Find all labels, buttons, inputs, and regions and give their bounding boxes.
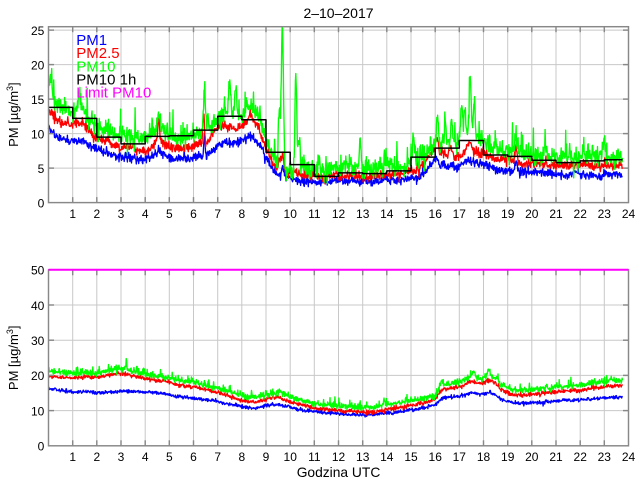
svg-text:2: 2 xyxy=(93,450,100,464)
svg-text:1: 1 xyxy=(69,450,76,464)
svg-text:10: 10 xyxy=(284,450,298,464)
svg-text:20: 20 xyxy=(525,450,539,464)
svg-text:16: 16 xyxy=(429,450,443,464)
svg-text:2: 2 xyxy=(93,207,100,221)
svg-text:5: 5 xyxy=(166,450,173,464)
svg-text:10: 10 xyxy=(31,127,45,141)
svg-text:6: 6 xyxy=(190,207,197,221)
svg-text:1: 1 xyxy=(69,207,76,221)
svg-text:5: 5 xyxy=(38,162,45,176)
svg-text:PM10: PM10 xyxy=(76,58,115,75)
svg-text:Limit PM10: Limit PM10 xyxy=(76,85,151,102)
svg-text:21: 21 xyxy=(549,450,563,464)
svg-text:23: 23 xyxy=(598,450,612,464)
svg-text:20: 20 xyxy=(31,58,45,72)
svg-text:15: 15 xyxy=(404,450,418,464)
svg-text:23: 23 xyxy=(598,207,612,221)
svg-text:10: 10 xyxy=(31,404,45,418)
svg-text:PM [µg/m3]: PM [µg/m3] xyxy=(5,326,21,391)
svg-text:PM1: PM1 xyxy=(76,32,107,49)
svg-text:50: 50 xyxy=(31,264,45,278)
svg-text:Godzina UTC: Godzina UTC xyxy=(297,465,381,480)
svg-text:3: 3 xyxy=(118,450,125,464)
svg-text:30: 30 xyxy=(31,334,45,348)
svg-text:PM [µg/m3]: PM [µg/m3] xyxy=(5,82,21,147)
svg-text:14: 14 xyxy=(380,450,394,464)
svg-text:2–10–2017: 2–10–2017 xyxy=(303,5,373,21)
svg-text:25: 25 xyxy=(31,24,45,38)
svg-text:18: 18 xyxy=(477,450,491,464)
svg-text:PM2.5: PM2.5 xyxy=(76,45,119,62)
svg-text:10: 10 xyxy=(284,207,298,221)
svg-text:14: 14 xyxy=(380,207,394,221)
svg-text:7: 7 xyxy=(214,450,221,464)
svg-text:5: 5 xyxy=(166,207,173,221)
svg-text:11: 11 xyxy=(308,207,321,221)
svg-text:0: 0 xyxy=(38,196,45,210)
svg-text:21: 21 xyxy=(549,207,563,221)
svg-text:4: 4 xyxy=(142,450,149,464)
svg-text:17: 17 xyxy=(453,450,467,464)
svg-text:12: 12 xyxy=(332,207,346,221)
svg-text:40: 40 xyxy=(31,299,45,313)
svg-text:7: 7 xyxy=(214,207,221,221)
svg-text:9: 9 xyxy=(263,450,270,464)
svg-text:20: 20 xyxy=(31,369,45,383)
svg-text:13: 13 xyxy=(356,450,370,464)
svg-text:0: 0 xyxy=(38,440,45,454)
svg-text:15: 15 xyxy=(404,207,418,221)
svg-text:22: 22 xyxy=(574,207,588,221)
svg-text:4: 4 xyxy=(142,207,149,221)
svg-text:16: 16 xyxy=(429,207,443,221)
svg-text:22: 22 xyxy=(574,450,588,464)
svg-text:PM10 1h: PM10 1h xyxy=(76,72,136,89)
svg-text:17: 17 xyxy=(453,207,467,221)
svg-text:3: 3 xyxy=(118,207,125,221)
svg-text:11: 11 xyxy=(308,450,321,464)
svg-text:13: 13 xyxy=(356,207,370,221)
svg-text:18: 18 xyxy=(477,207,491,221)
svg-text:8: 8 xyxy=(238,207,245,221)
svg-text:24: 24 xyxy=(622,450,636,464)
svg-text:19: 19 xyxy=(501,207,515,221)
svg-text:6: 6 xyxy=(190,450,197,464)
svg-text:19: 19 xyxy=(501,450,515,464)
svg-text:12: 12 xyxy=(332,450,346,464)
svg-text:24: 24 xyxy=(622,207,636,221)
svg-text:9: 9 xyxy=(263,207,270,221)
svg-text:15: 15 xyxy=(31,93,45,107)
svg-text:8: 8 xyxy=(238,450,245,464)
svg-text:20: 20 xyxy=(525,207,539,221)
